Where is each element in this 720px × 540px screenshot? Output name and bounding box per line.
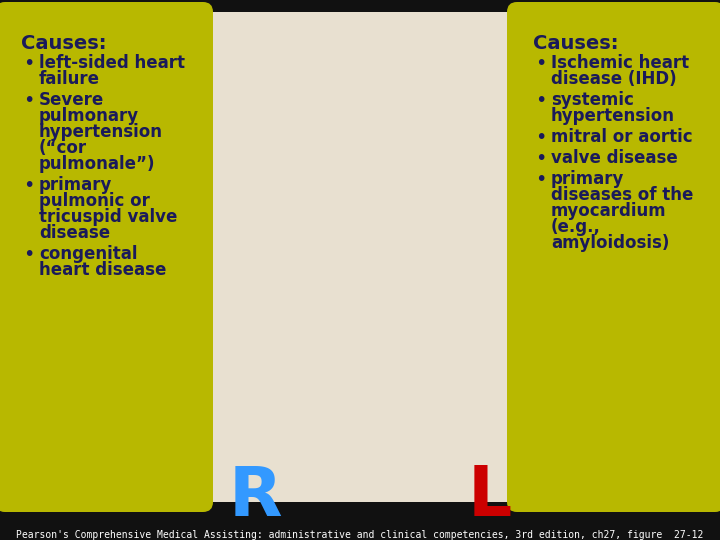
Text: •: •	[23, 245, 35, 264]
Text: pulmonic or: pulmonic or	[39, 192, 150, 210]
Text: myocardium: myocardium	[551, 202, 667, 220]
Text: Pearson's Comprehensive Medical Assisting: administrative and clinical competenc: Pearson's Comprehensive Medical Assistin…	[17, 530, 703, 540]
Text: heart disease: heart disease	[39, 261, 166, 279]
Text: systemic: systemic	[551, 91, 634, 109]
Text: •: •	[23, 54, 35, 73]
Text: congenital: congenital	[39, 245, 138, 263]
Text: primary: primary	[551, 170, 624, 188]
Text: left-sided heart: left-sided heart	[39, 54, 185, 72]
Text: primary: primary	[39, 176, 112, 194]
Text: R: R	[228, 463, 282, 530]
Text: pulmonale”): pulmonale”)	[39, 155, 156, 173]
Text: •: •	[535, 170, 546, 189]
Text: Severe: Severe	[39, 91, 104, 109]
Text: hypertension: hypertension	[39, 123, 163, 141]
Text: L: L	[468, 463, 512, 530]
Text: amyloidosis): amyloidosis)	[551, 234, 670, 252]
Text: •: •	[23, 176, 35, 195]
Text: pulmonary: pulmonary	[39, 107, 139, 125]
Text: tricuspid valve: tricuspid valve	[39, 208, 177, 226]
FancyBboxPatch shape	[507, 2, 720, 512]
Text: Causes:: Causes:	[21, 34, 107, 53]
Text: failure: failure	[39, 70, 100, 88]
Text: hypertension: hypertension	[551, 107, 675, 125]
Text: •: •	[535, 128, 546, 147]
FancyBboxPatch shape	[203, 12, 517, 502]
Text: mitral or aortic: mitral or aortic	[551, 128, 693, 146]
Text: (e.g.,: (e.g.,	[551, 218, 601, 236]
Text: disease (IHD): disease (IHD)	[551, 70, 677, 88]
Text: •: •	[535, 91, 546, 110]
Text: •: •	[535, 54, 546, 73]
Text: valve disease: valve disease	[551, 149, 678, 167]
Text: •: •	[23, 91, 35, 110]
FancyBboxPatch shape	[0, 2, 213, 512]
Text: •: •	[535, 149, 546, 168]
Text: Causes:: Causes:	[533, 34, 618, 53]
Text: Ischemic heart: Ischemic heart	[551, 54, 689, 72]
Text: disease: disease	[39, 224, 110, 242]
Text: (“cor: (“cor	[39, 139, 87, 157]
Text: diseases of the: diseases of the	[551, 186, 693, 204]
